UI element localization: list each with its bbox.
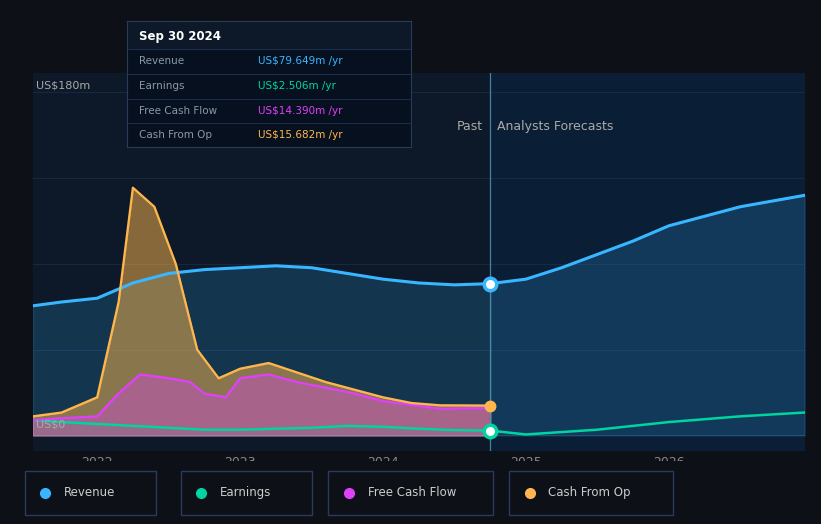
Text: Free Cash Flow: Free Cash Flow [139,106,217,116]
Bar [181,471,312,515]
Text: Analysts Forecasts: Analysts Forecasts [498,120,613,133]
Text: US$15.682m /yr: US$15.682m /yr [258,130,342,140]
Text: Free Cash Flow: Free Cash Flow [368,486,456,499]
Text: US$0: US$0 [35,420,65,430]
Bar [25,471,156,515]
Text: Past: Past [457,120,483,133]
Text: Revenue: Revenue [64,486,116,499]
Bar [509,471,673,515]
Text: Cash From Op: Cash From Op [548,486,631,499]
Text: US$14.390m /yr: US$14.390m /yr [258,106,342,116]
Text: Sep 30 2024: Sep 30 2024 [139,29,221,42]
Text: US$2.506m /yr: US$2.506m /yr [258,81,336,91]
Text: US$79.649m /yr: US$79.649m /yr [258,56,342,66]
Text: Revenue: Revenue [139,56,184,66]
Bar [328,471,493,515]
Text: Earnings: Earnings [139,81,184,91]
Text: US$180m: US$180m [35,81,90,91]
Text: Earnings: Earnings [220,486,272,499]
Text: Cash From Op: Cash From Op [139,130,212,140]
Bar [490,73,805,451]
FancyBboxPatch shape [127,21,410,49]
